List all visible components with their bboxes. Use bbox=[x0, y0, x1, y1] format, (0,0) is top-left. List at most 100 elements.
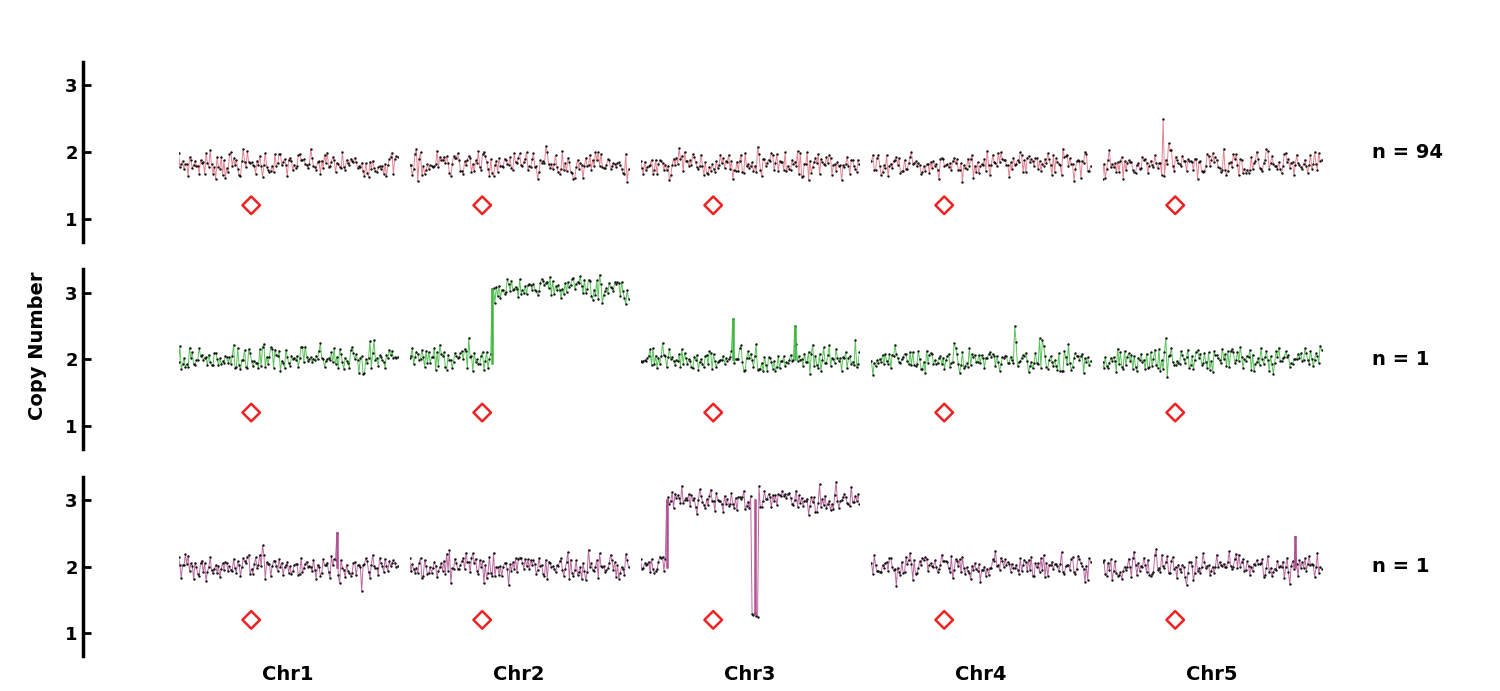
Point bbox=[1124, 167, 1148, 178]
Point bbox=[556, 276, 580, 287]
Point bbox=[1251, 359, 1275, 370]
Point bbox=[1304, 158, 1328, 169]
Point bbox=[582, 285, 606, 296]
Point bbox=[180, 347, 204, 358]
Point bbox=[1185, 345, 1209, 356]
Point bbox=[1292, 354, 1316, 366]
Point bbox=[1144, 360, 1168, 371]
Point bbox=[616, 164, 640, 175]
Point bbox=[801, 339, 825, 350]
Point bbox=[690, 359, 714, 370]
Point bbox=[734, 364, 758, 375]
Point bbox=[672, 146, 696, 158]
Point bbox=[366, 162, 390, 173]
Point bbox=[578, 275, 602, 286]
Point bbox=[334, 559, 358, 570]
Point bbox=[236, 362, 260, 373]
Point bbox=[1076, 574, 1100, 585]
Point bbox=[914, 368, 938, 379]
Point bbox=[453, 564, 477, 575]
Point bbox=[676, 160, 700, 171]
Point bbox=[815, 502, 839, 513]
Point bbox=[794, 357, 818, 368]
Point bbox=[1270, 556, 1294, 567]
Point bbox=[711, 350, 735, 361]
Point bbox=[441, 356, 465, 367]
Point bbox=[238, 569, 262, 580]
Point bbox=[231, 354, 255, 366]
Point bbox=[201, 360, 225, 371]
Point bbox=[255, 351, 279, 362]
Point bbox=[309, 567, 333, 578]
Point bbox=[827, 161, 850, 172]
Point bbox=[700, 159, 724, 170]
Point bbox=[819, 505, 843, 516]
Point bbox=[806, 158, 830, 169]
Point bbox=[1032, 340, 1056, 351]
Point bbox=[759, 502, 783, 513]
Point bbox=[610, 286, 634, 297]
Point bbox=[934, 556, 958, 567]
Point bbox=[662, 153, 686, 164]
Point bbox=[1246, 558, 1270, 569]
Point bbox=[944, 342, 968, 353]
Point bbox=[470, 614, 494, 625]
Point bbox=[1035, 361, 1059, 372]
Point bbox=[363, 354, 387, 366]
Point bbox=[932, 352, 956, 363]
Point bbox=[346, 161, 370, 172]
Point bbox=[1096, 154, 1120, 165]
Point bbox=[416, 569, 440, 580]
Point bbox=[178, 352, 203, 363]
Point bbox=[783, 494, 807, 505]
Point bbox=[640, 168, 664, 179]
Point bbox=[1162, 165, 1186, 176]
Point bbox=[490, 285, 514, 296]
Point bbox=[859, 558, 883, 569]
Point bbox=[1216, 546, 1240, 557]
Point bbox=[608, 160, 631, 171]
Point bbox=[1222, 553, 1246, 565]
Point bbox=[382, 352, 406, 363]
Point bbox=[990, 555, 1014, 566]
Point bbox=[982, 350, 1006, 361]
Point bbox=[576, 544, 600, 555]
Point bbox=[363, 563, 387, 574]
Point bbox=[744, 167, 768, 178]
Point bbox=[513, 153, 537, 164]
Point bbox=[756, 352, 780, 363]
Point bbox=[1197, 150, 1221, 161]
Point bbox=[900, 359, 924, 370]
Point bbox=[468, 162, 492, 173]
Point bbox=[189, 155, 213, 166]
Point bbox=[652, 164, 676, 176]
Point bbox=[327, 569, 351, 580]
Point bbox=[370, 354, 394, 366]
Point bbox=[210, 169, 234, 180]
Point bbox=[903, 156, 927, 167]
Point bbox=[168, 560, 192, 571]
Point bbox=[990, 351, 1014, 362]
Point bbox=[1038, 160, 1062, 171]
Point bbox=[1203, 350, 1227, 361]
Point bbox=[411, 570, 435, 581]
Point bbox=[419, 357, 442, 368]
Point bbox=[1202, 346, 1225, 357]
Point bbox=[918, 156, 942, 167]
Point bbox=[1054, 149, 1078, 160]
Point bbox=[296, 163, 320, 174]
Point bbox=[932, 154, 956, 165]
Point bbox=[1263, 357, 1287, 368]
Point bbox=[254, 361, 278, 372]
Point bbox=[1112, 363, 1136, 374]
Point bbox=[586, 293, 610, 304]
Point bbox=[1122, 350, 1146, 361]
Point bbox=[1108, 347, 1132, 358]
Point bbox=[910, 167, 934, 178]
Point bbox=[705, 361, 729, 372]
Point bbox=[183, 557, 207, 568]
Point bbox=[404, 149, 427, 160]
Point bbox=[548, 284, 572, 295]
Point bbox=[843, 334, 867, 346]
Point bbox=[726, 165, 750, 176]
